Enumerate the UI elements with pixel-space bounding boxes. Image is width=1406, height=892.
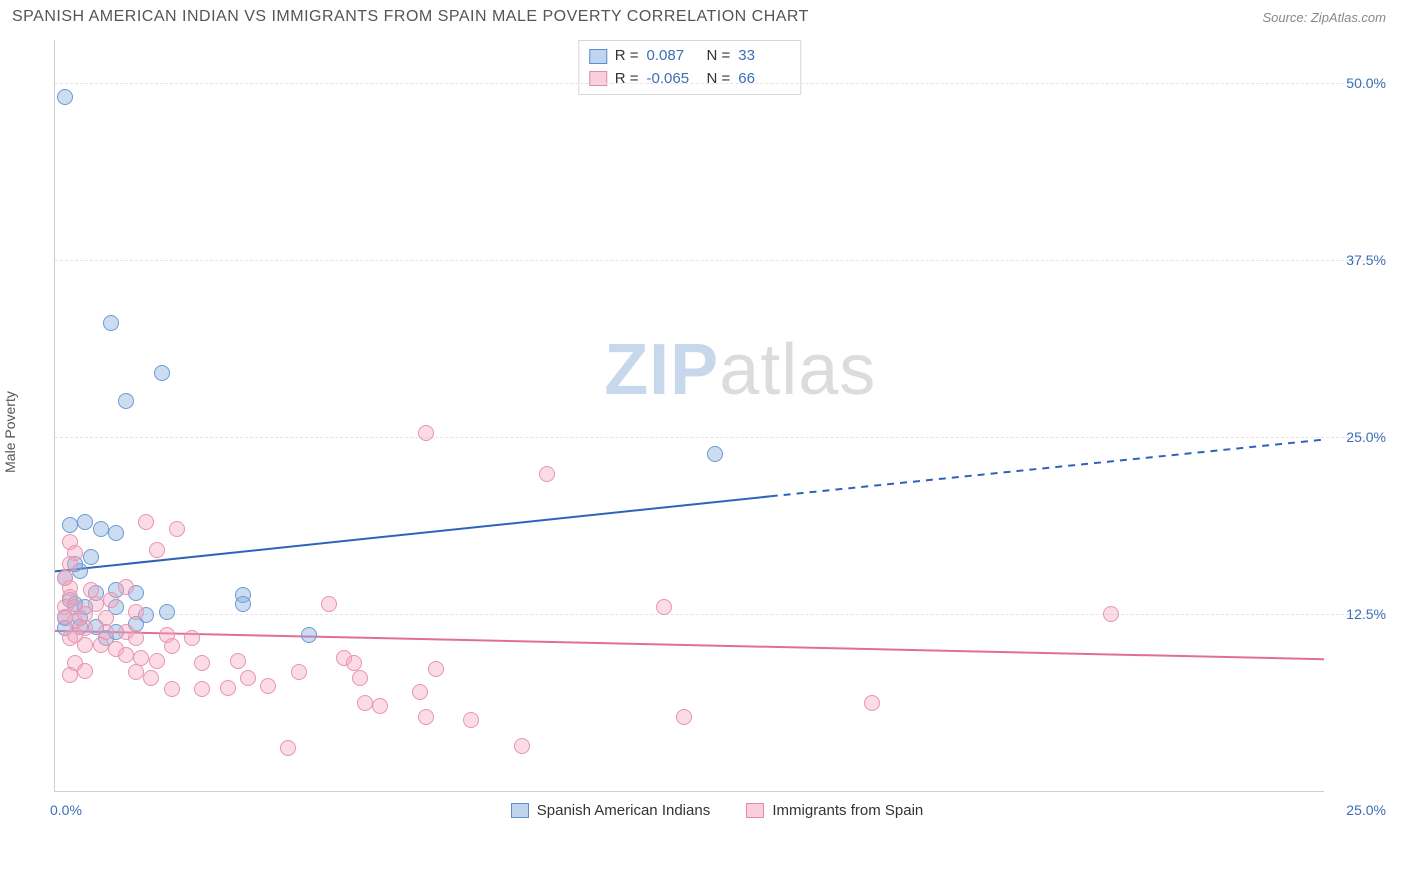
data-point <box>118 647 134 663</box>
plot-area: ZIPatlas R = 0.087 N = 33 R = -0.065 N =… <box>54 40 1324 792</box>
data-point <box>357 695 373 711</box>
data-point <box>128 664 144 680</box>
source-prefix: Source: <box>1262 10 1310 25</box>
n-label: N = <box>707 45 731 68</box>
data-point <box>194 655 210 671</box>
data-point <box>418 709 434 725</box>
swatch-pink-icon <box>589 71 607 86</box>
data-point <box>93 521 109 537</box>
stats-row-blue: R = 0.087 N = 33 <box>589 45 791 68</box>
swatch-blue-icon <box>589 49 607 64</box>
data-point <box>149 542 165 558</box>
data-point <box>220 680 236 696</box>
source-attribution: Source: ZipAtlas.com <box>1262 10 1386 25</box>
y-axis-label: Male Poverty <box>2 391 18 473</box>
swatch-pink-icon <box>746 803 764 818</box>
trend-line <box>771 440 1324 497</box>
source-name: ZipAtlas.com <box>1311 10 1386 25</box>
r-value-pink: -0.065 <box>647 68 699 91</box>
watermark-zip: ZIP <box>604 330 719 410</box>
data-point <box>57 89 73 105</box>
data-point <box>103 315 119 331</box>
data-point <box>93 637 109 653</box>
data-point <box>418 425 434 441</box>
data-point <box>108 525 124 541</box>
y-tick-label: 25.0% <box>1346 429 1386 445</box>
gridline <box>55 260 1384 261</box>
data-point <box>143 670 159 686</box>
watermark-atlas: atlas <box>719 330 876 410</box>
data-point <box>539 466 555 482</box>
data-point <box>656 599 672 615</box>
y-tick-label: 37.5% <box>1346 252 1386 268</box>
legend-label-pink: Immigrants from Spain <box>772 802 923 819</box>
r-label: R = <box>615 45 639 68</box>
legend-item-pink: Immigrants from Spain <box>746 802 923 819</box>
data-point <box>301 627 317 643</box>
data-point <box>184 630 200 646</box>
data-point <box>169 521 185 537</box>
gridline <box>55 437 1384 438</box>
data-point <box>103 592 119 608</box>
trend-line <box>55 631 1324 659</box>
data-point <box>428 661 444 677</box>
data-point <box>128 630 144 646</box>
data-point <box>1103 606 1119 622</box>
data-point <box>77 514 93 530</box>
data-point <box>352 670 368 686</box>
data-point <box>118 579 134 595</box>
data-point <box>67 627 83 643</box>
stats-row-pink: R = -0.065 N = 66 <box>589 68 791 91</box>
data-point <box>235 596 251 612</box>
data-point <box>194 681 210 697</box>
data-point <box>77 663 93 679</box>
data-point <box>88 596 104 612</box>
data-point <box>154 365 170 381</box>
y-tick-label: 50.0% <box>1346 75 1386 91</box>
r-value-blue: 0.087 <box>647 45 699 68</box>
data-point <box>321 596 337 612</box>
data-point <box>412 684 428 700</box>
bottom-legend: Spanish American Indians Immigrants from… <box>40 802 1394 822</box>
data-point <box>291 664 307 680</box>
n-value-pink: 66 <box>738 68 790 91</box>
data-point <box>149 653 165 669</box>
r-label: R = <box>615 68 639 91</box>
data-point <box>62 667 78 683</box>
legend-label-blue: Spanish American Indians <box>537 802 710 819</box>
data-point <box>707 446 723 462</box>
swatch-blue-icon <box>511 803 529 818</box>
y-tick-label: 12.5% <box>1346 606 1386 622</box>
data-point <box>864 695 880 711</box>
stats-legend-box: R = 0.087 N = 33 R = -0.065 N = 66 <box>578 40 802 95</box>
watermark: ZIPatlas <box>604 329 876 411</box>
legend-item-blue: Spanish American Indians <box>511 802 710 819</box>
n-label: N = <box>707 68 731 91</box>
data-point <box>138 514 154 530</box>
data-point <box>463 712 479 728</box>
data-point <box>514 738 530 754</box>
data-point <box>260 678 276 694</box>
data-point <box>372 698 388 714</box>
data-point <box>128 604 144 620</box>
n-value-blue: 33 <box>738 45 790 68</box>
data-point <box>164 681 180 697</box>
data-point <box>159 604 175 620</box>
chart-title: SPANISH AMERICAN INDIAN VS IMMIGRANTS FR… <box>12 8 809 26</box>
trend-line <box>55 496 771 571</box>
data-point <box>164 638 180 654</box>
data-point <box>280 740 296 756</box>
data-point <box>676 709 692 725</box>
gridline <box>55 83 1384 84</box>
chart-container: Male Poverty ZIPatlas R = 0.087 N = 33 R… <box>40 32 1394 832</box>
gridline <box>55 614 1384 615</box>
data-point <box>230 653 246 669</box>
data-point <box>62 517 78 533</box>
data-point <box>83 549 99 565</box>
data-point <box>240 670 256 686</box>
data-point <box>118 393 134 409</box>
